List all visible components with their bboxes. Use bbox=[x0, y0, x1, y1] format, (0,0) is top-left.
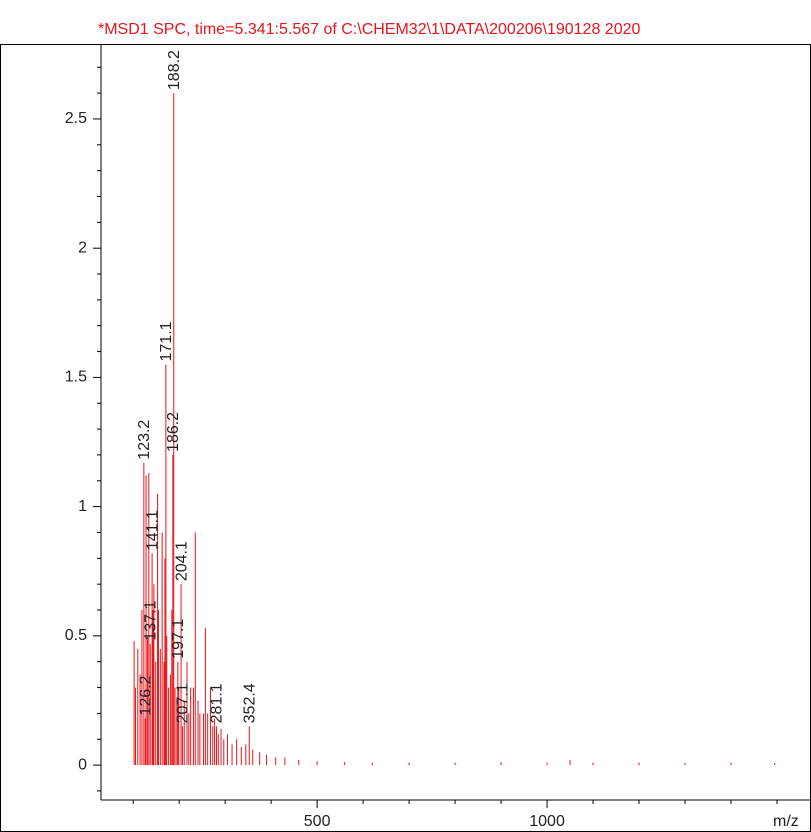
chart-title: *MSD1 SPC, time=5.341:5.567 of C:\CHEM32… bbox=[98, 21, 640, 38]
peak-label: 207.1 bbox=[175, 683, 192, 723]
peak-label: 352.4 bbox=[241, 683, 258, 723]
y-tick-label: 0 bbox=[78, 756, 87, 773]
x-tick-label: 1000 bbox=[529, 813, 565, 830]
peak-label: 186.2 bbox=[165, 412, 182, 452]
peak-label: 188.2 bbox=[166, 50, 183, 90]
y-tick-label: 0.5 bbox=[65, 627, 87, 644]
peak-label: 204.1 bbox=[173, 541, 190, 581]
y-tick-label: 1 bbox=[78, 498, 87, 515]
x-tick-label: 500 bbox=[304, 813, 331, 830]
peak-label: 197.1 bbox=[170, 619, 187, 659]
peak-label: 171.1 bbox=[158, 321, 175, 361]
peak-label: 281.1 bbox=[209, 683, 226, 723]
x-axis-label: m/z bbox=[773, 813, 799, 830]
peak-label: 141.1 bbox=[144, 510, 161, 550]
y-tick-label: 2 bbox=[78, 239, 87, 256]
peak-label: 126.2 bbox=[137, 675, 154, 715]
frame bbox=[0, 44, 811, 832]
y-tick-label: 2.5 bbox=[65, 110, 87, 127]
y-tick-label: 1.5 bbox=[65, 369, 87, 386]
peak-label: 123.2 bbox=[136, 420, 153, 460]
peak-label: 137.1 bbox=[142, 600, 159, 640]
